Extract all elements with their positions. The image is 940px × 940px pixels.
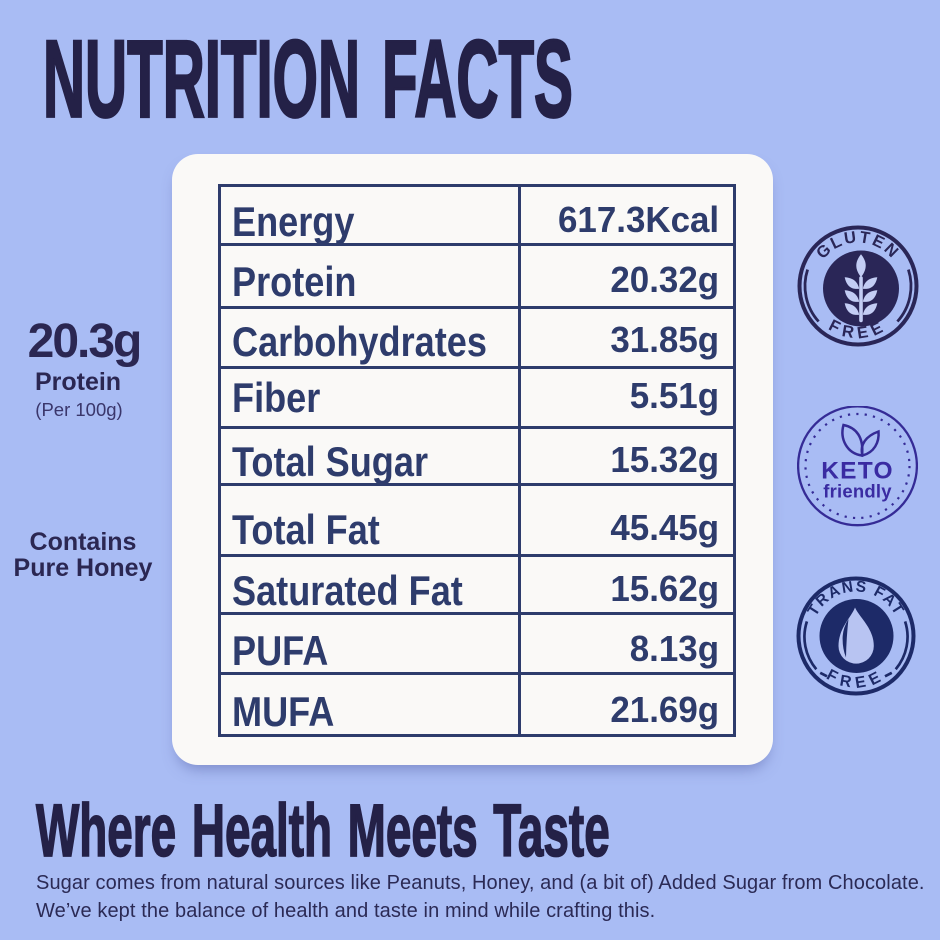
svg-text:KETO: KETO bbox=[821, 458, 893, 485]
svg-text:friendly: friendly bbox=[823, 481, 892, 502]
